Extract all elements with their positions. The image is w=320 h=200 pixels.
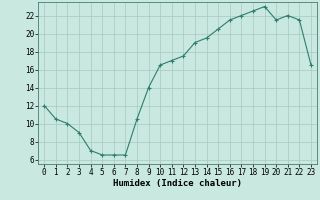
- X-axis label: Humidex (Indice chaleur): Humidex (Indice chaleur): [113, 179, 242, 188]
